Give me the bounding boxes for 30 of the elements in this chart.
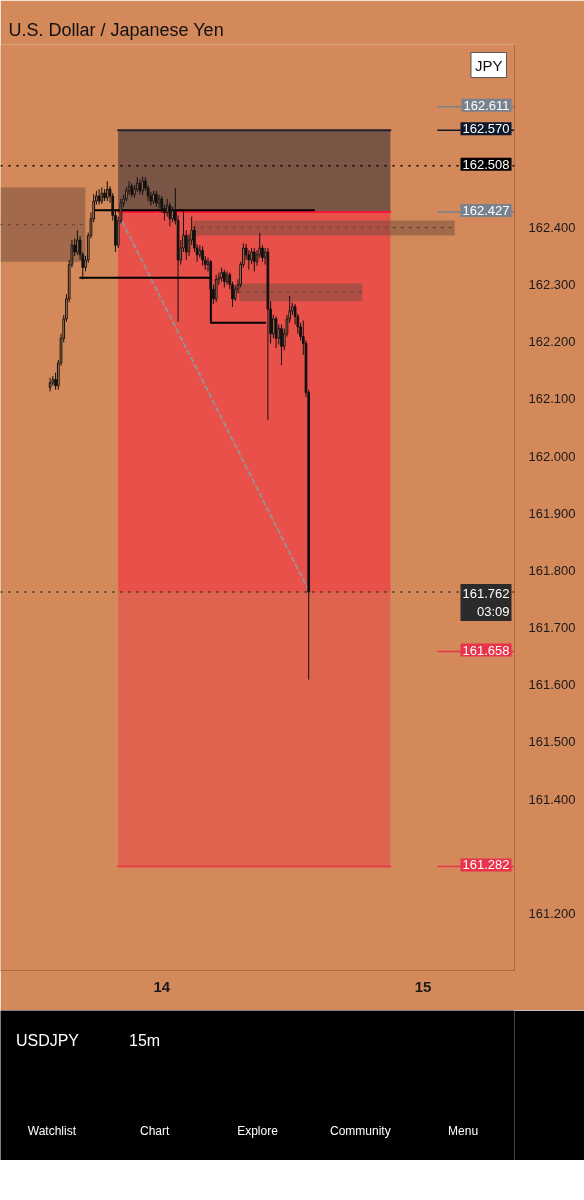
y-tick-label: 161.400 [528, 791, 576, 807]
text: Explore [237, 1123, 279, 1138]
y-axis-title: JPY [474, 56, 503, 74]
candlestick [280, 324, 283, 366]
text: Menu [448, 1123, 479, 1138]
y-tick-label: 162.100 [528, 391, 576, 407]
ref-line-label: 162.508 [462, 156, 510, 172]
ref-line-label: 161.282 [462, 857, 510, 873]
y-tick-label: 162.400 [528, 219, 576, 235]
y-tick-label: 161.600 [528, 677, 576, 693]
y-tick-label: 161.900 [528, 505, 576, 521]
y-tick-label: 161.500 [528, 734, 576, 750]
chart-title: U.S. Dollar / Japanese Yen [8, 19, 224, 40]
text: 15m [129, 1032, 161, 1049]
y-tick-label: 161.200 [528, 905, 576, 921]
ref-line-label: 161.762 03:09 [462, 586, 510, 620]
ref-line-label: 161.658 [462, 642, 510, 658]
text: Community [329, 1123, 391, 1138]
y-tick-label: 161.700 [528, 620, 576, 636]
text: Watchlist [27, 1123, 77, 1138]
y-tick-label: 162.000 [528, 448, 576, 464]
y-tick-label: 161.800 [528, 562, 576, 578]
candlestick [274, 316, 278, 349]
text: USDJPY [15, 1032, 80, 1049]
x-tick-label: 15 [414, 977, 432, 995]
y-tick-label: 162.200 [528, 334, 576, 350]
text: Chart [140, 1123, 171, 1138]
y-tick-label: 162.300 [528, 277, 576, 293]
x-tick-label: 14 [153, 977, 171, 995]
candlestick [214, 274, 218, 303]
